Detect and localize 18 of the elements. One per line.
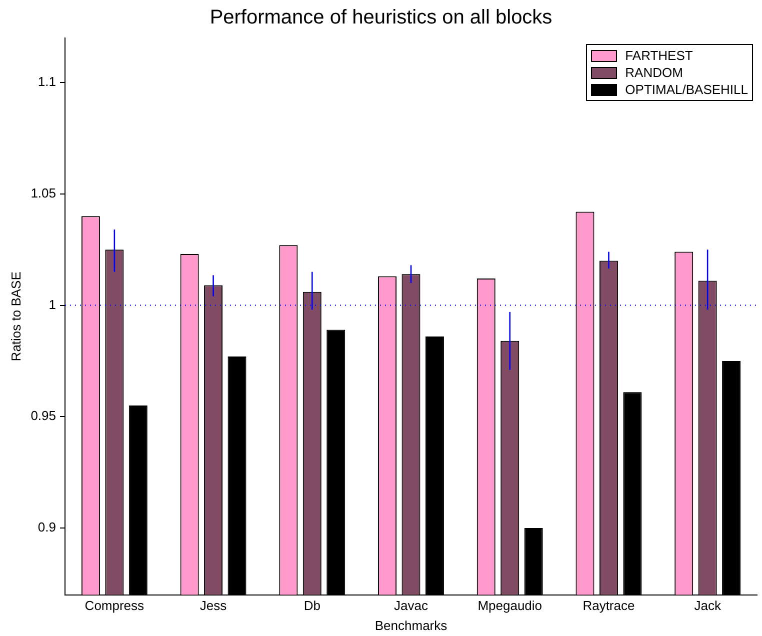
y-axis-title: Ratios to BASE [8, 271, 24, 362]
x-tick-label: Db [304, 598, 320, 614]
x-axis-title: Benchmarks [374, 618, 448, 633]
x-tick-label: Raytrace [582, 598, 635, 614]
y-tick-label: 0.9 [38, 520, 56, 535]
y-tick-label: 1.05 [30, 185, 56, 200]
y-tick-label: 1 [48, 296, 56, 312]
chart-title: Performance of heuristics on all blocks [210, 6, 552, 29]
y-tick-label: 1.1 [38, 74, 56, 90]
x-tick-label: Compress [84, 598, 145, 614]
y-tick-label: 0.95 [30, 408, 56, 424]
x-tick-label: Mpegaudio [478, 598, 542, 614]
x-tick-label: Jack [694, 598, 722, 614]
x-tick-label: Jess [200, 598, 228, 614]
legend-label: FARTHEST [625, 48, 693, 63]
legend-label: RANDOM [625, 65, 683, 80]
x-tick-label: Javac [394, 598, 428, 614]
legend-label: OPTIMAL/BASEHILL [625, 82, 748, 97]
